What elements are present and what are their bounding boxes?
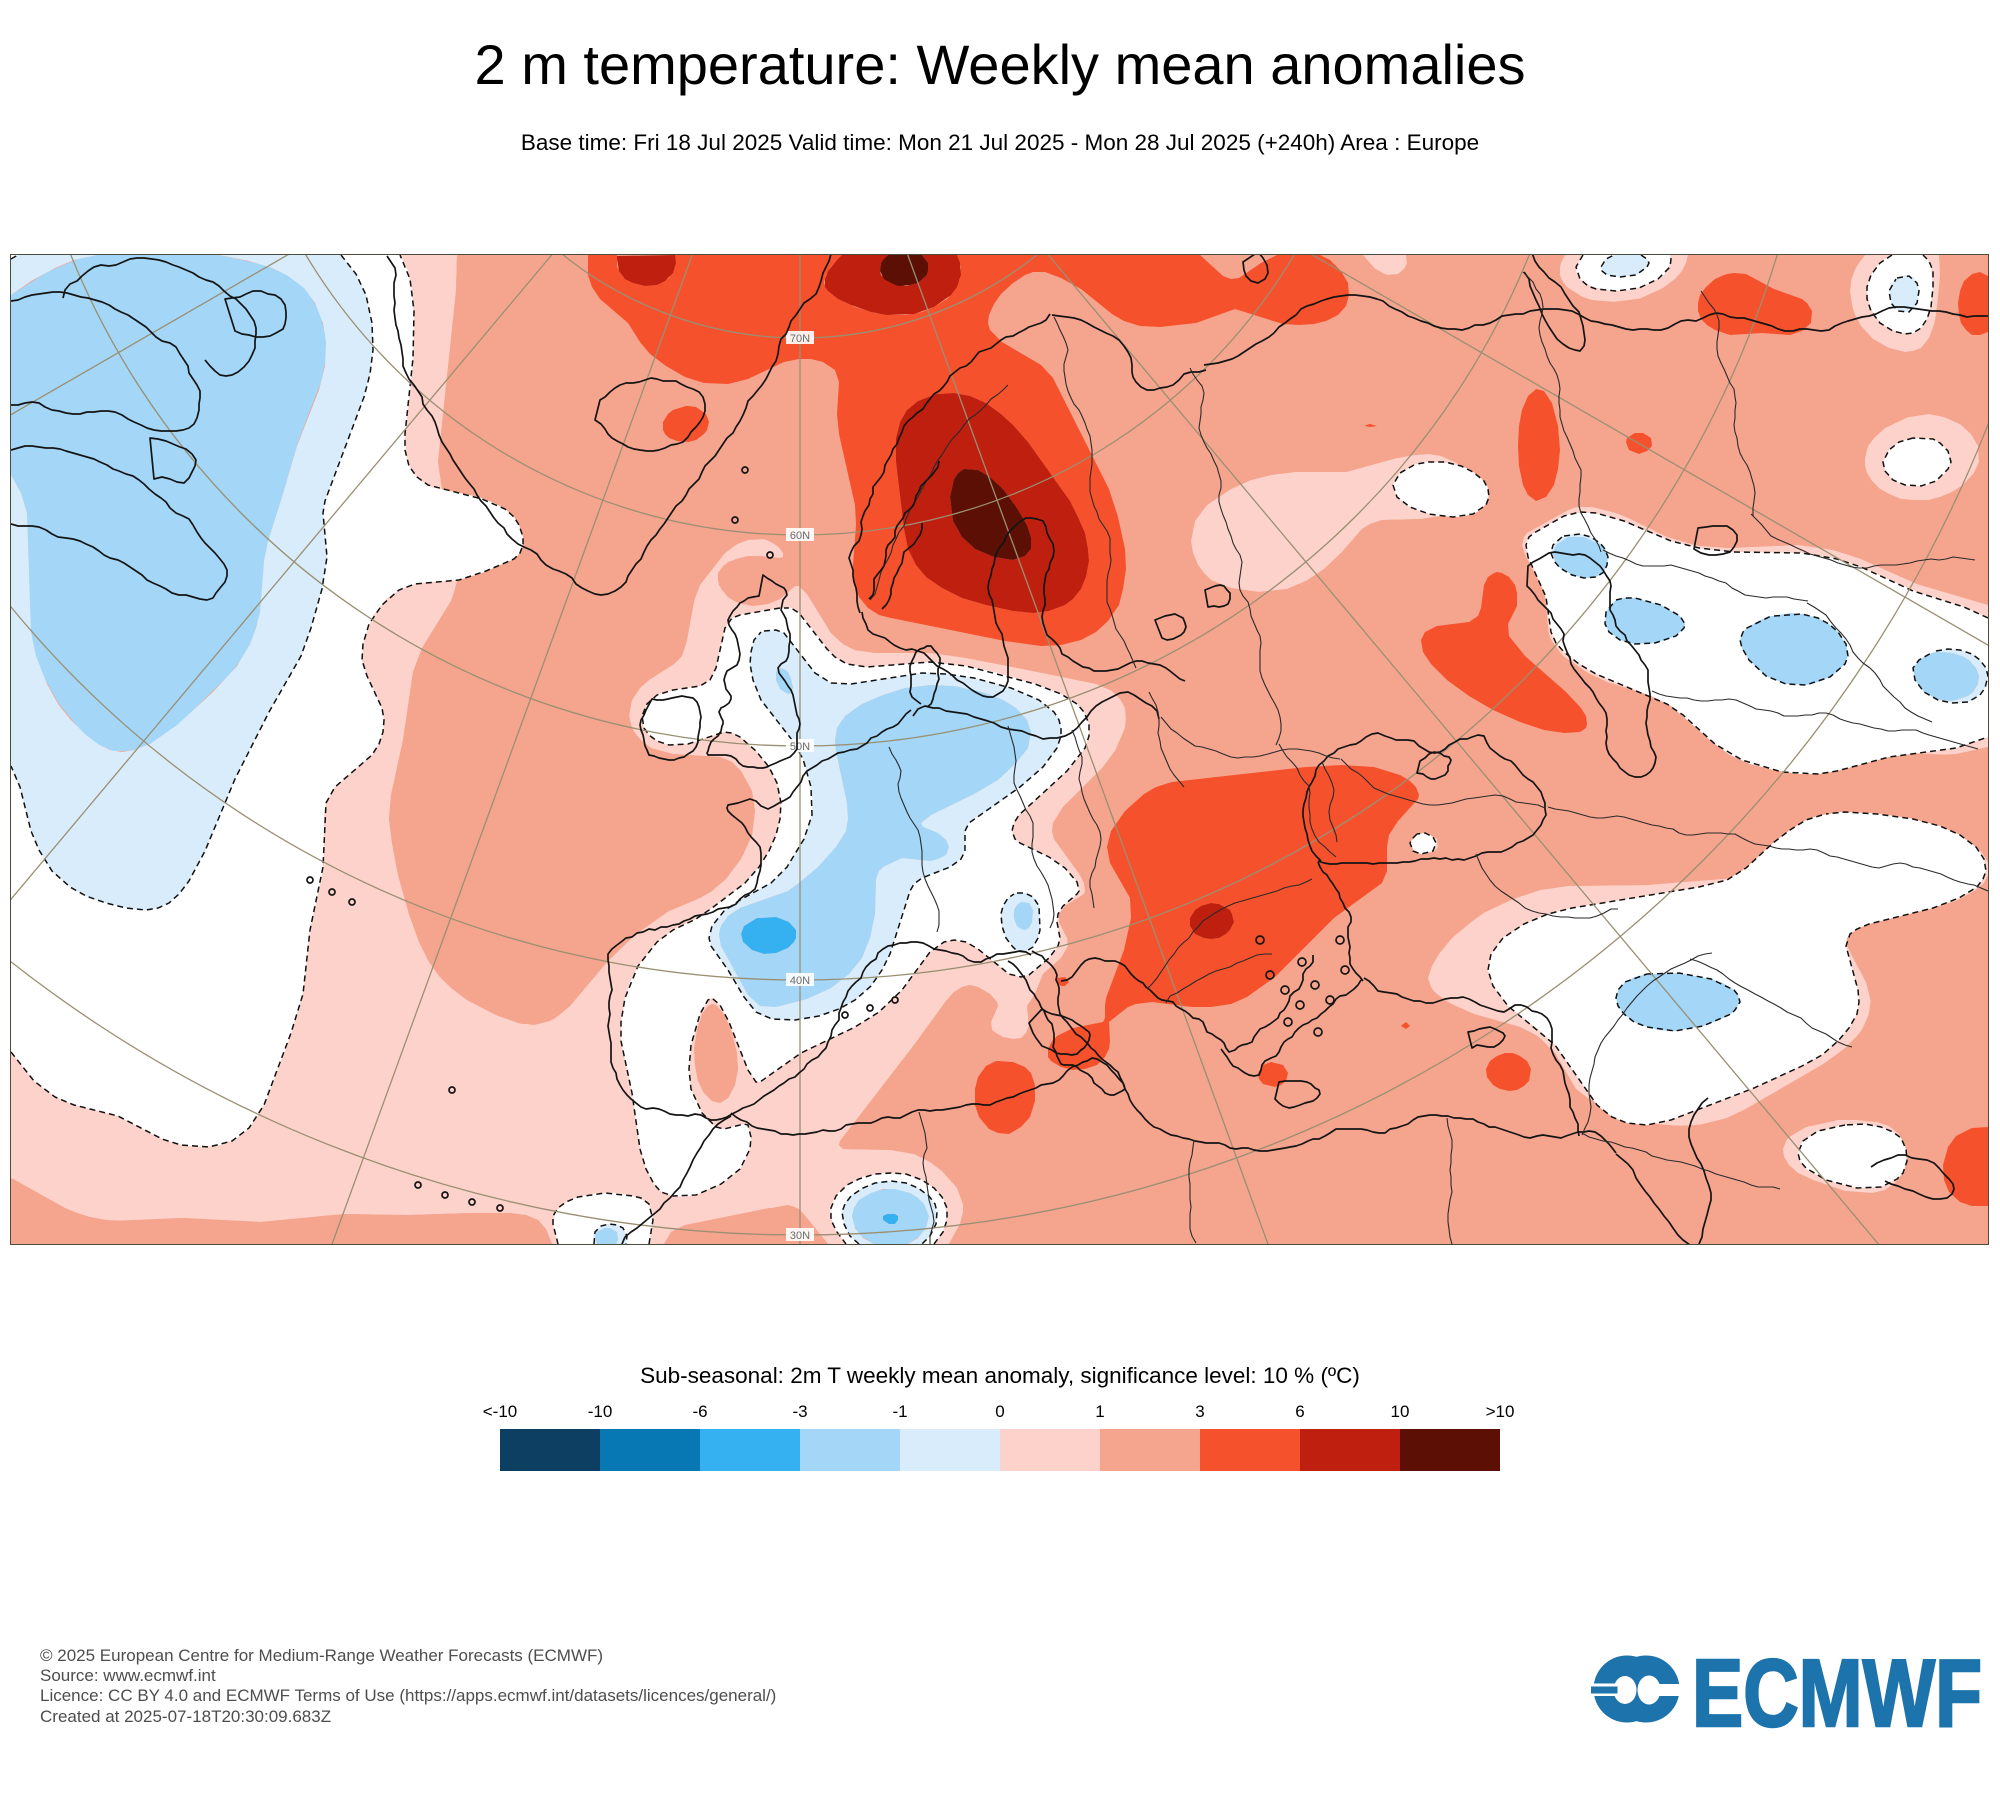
svg-text:50N: 50N — [790, 741, 810, 753]
svg-text:30N: 30N — [790, 1230, 810, 1242]
svg-text:40N: 40N — [790, 975, 810, 987]
svg-text:70N: 70N — [790, 333, 810, 345]
svg-text:60N: 60N — [790, 530, 810, 542]
svg-text:ECMWF: ECMWF — [1692, 1650, 1982, 1730]
